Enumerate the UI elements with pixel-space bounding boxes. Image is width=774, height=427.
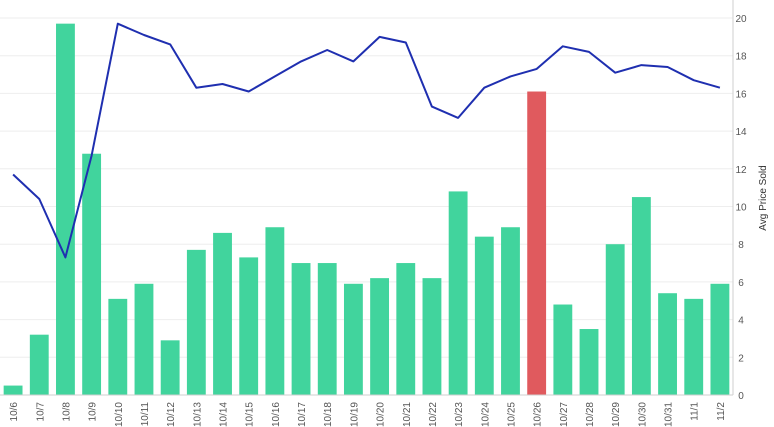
bar — [29, 334, 49, 395]
x-tick-label: 10/20 — [376, 402, 387, 427]
bar — [710, 283, 730, 395]
x-tick-label: 10/13 — [192, 402, 203, 427]
x-tick-label: 10/10 — [114, 402, 125, 427]
y-tick-label: 20 — [735, 14, 747, 25]
x-tick-label: 10/23 — [454, 402, 465, 427]
x-tick-label: 10/22 — [428, 402, 439, 427]
x-tick-label: 10/12 — [166, 402, 177, 427]
bar — [474, 236, 494, 395]
y-axis-ticks: 0 2 4 6 8 10 12 14 16 18 20 — [735, 14, 747, 402]
bar — [108, 298, 128, 395]
bar — [3, 385, 23, 395]
x-tick-label: 10/8 — [61, 402, 72, 422]
x-tick-label: 10/29 — [611, 402, 622, 427]
x-tick-label: 11/2 — [716, 402, 727, 421]
bar — [579, 329, 599, 395]
x-tick-label: 10/31 — [664, 402, 675, 427]
bar-series — [3, 23, 730, 396]
bar — [605, 244, 625, 395]
y-tick-label: 18 — [735, 52, 747, 63]
avg-price-line — [12, 22, 721, 259]
y-tick-label: 12 — [735, 165, 747, 176]
y-tick-label: 8 — [738, 240, 744, 251]
bar — [422, 278, 442, 395]
bar — [527, 91, 547, 395]
x-tick-label: 10/15 — [245, 402, 256, 427]
x-tick-label: 10/6 — [9, 402, 20, 422]
bar — [553, 304, 573, 395]
bar — [684, 298, 704, 395]
x-tick-label: 10/30 — [637, 402, 648, 427]
x-tick-label: 10/11 — [140, 402, 151, 427]
line-series — [12, 22, 721, 259]
y-tick-label: 2 — [738, 353, 744, 364]
y-tick-label: 10 — [735, 203, 747, 214]
bar — [631, 197, 651, 395]
y-tick-label: 4 — [738, 316, 744, 327]
bar — [134, 283, 154, 395]
x-tick-label: 10/18 — [323, 402, 334, 427]
x-tick-label: 10/21 — [402, 402, 413, 427]
bar — [265, 227, 285, 395]
bar — [291, 263, 311, 395]
bar — [317, 263, 337, 395]
x-tick-label: 10/17 — [297, 402, 308, 427]
bar — [56, 23, 75, 396]
x-tick-label: 10/27 — [559, 402, 570, 427]
bar — [239, 257, 259, 395]
x-tick-label: 10/19 — [349, 402, 360, 427]
x-tick-label: 11/1 — [690, 402, 701, 421]
bar — [82, 153, 102, 395]
bar — [396, 263, 416, 395]
y-tick-label: 6 — [738, 278, 744, 289]
x-tick-label: 10/16 — [271, 402, 282, 427]
bar — [501, 227, 520, 395]
bar — [186, 249, 206, 395]
x-axis-ticks: 10/6 10/7 10/8 10/9 10/10 10/11 10/12 10/13 10/1… — [9, 402, 727, 427]
y-tick-label: 16 — [735, 89, 747, 100]
x-tick-label: 10/28 — [585, 402, 596, 427]
bar — [448, 191, 468, 395]
x-tick-label: 10/25 — [506, 402, 517, 427]
bar — [213, 232, 232, 395]
bar — [370, 278, 390, 395]
bar — [343, 283, 363, 395]
bar — [160, 340, 180, 395]
x-tick-label: 10/14 — [219, 402, 230, 427]
x-tick-label: 10/26 — [533, 402, 544, 427]
bar — [658, 293, 677, 395]
y-tick-label: 0 — [738, 391, 744, 402]
x-tick-label: 10/7 — [35, 402, 46, 422]
y-axis-title: Avg Price Sold — [758, 165, 769, 230]
x-tick-label: 10/24 — [480, 402, 491, 427]
x-tick-label: 10/9 — [88, 402, 99, 422]
y-tick-label: 14 — [735, 127, 747, 138]
